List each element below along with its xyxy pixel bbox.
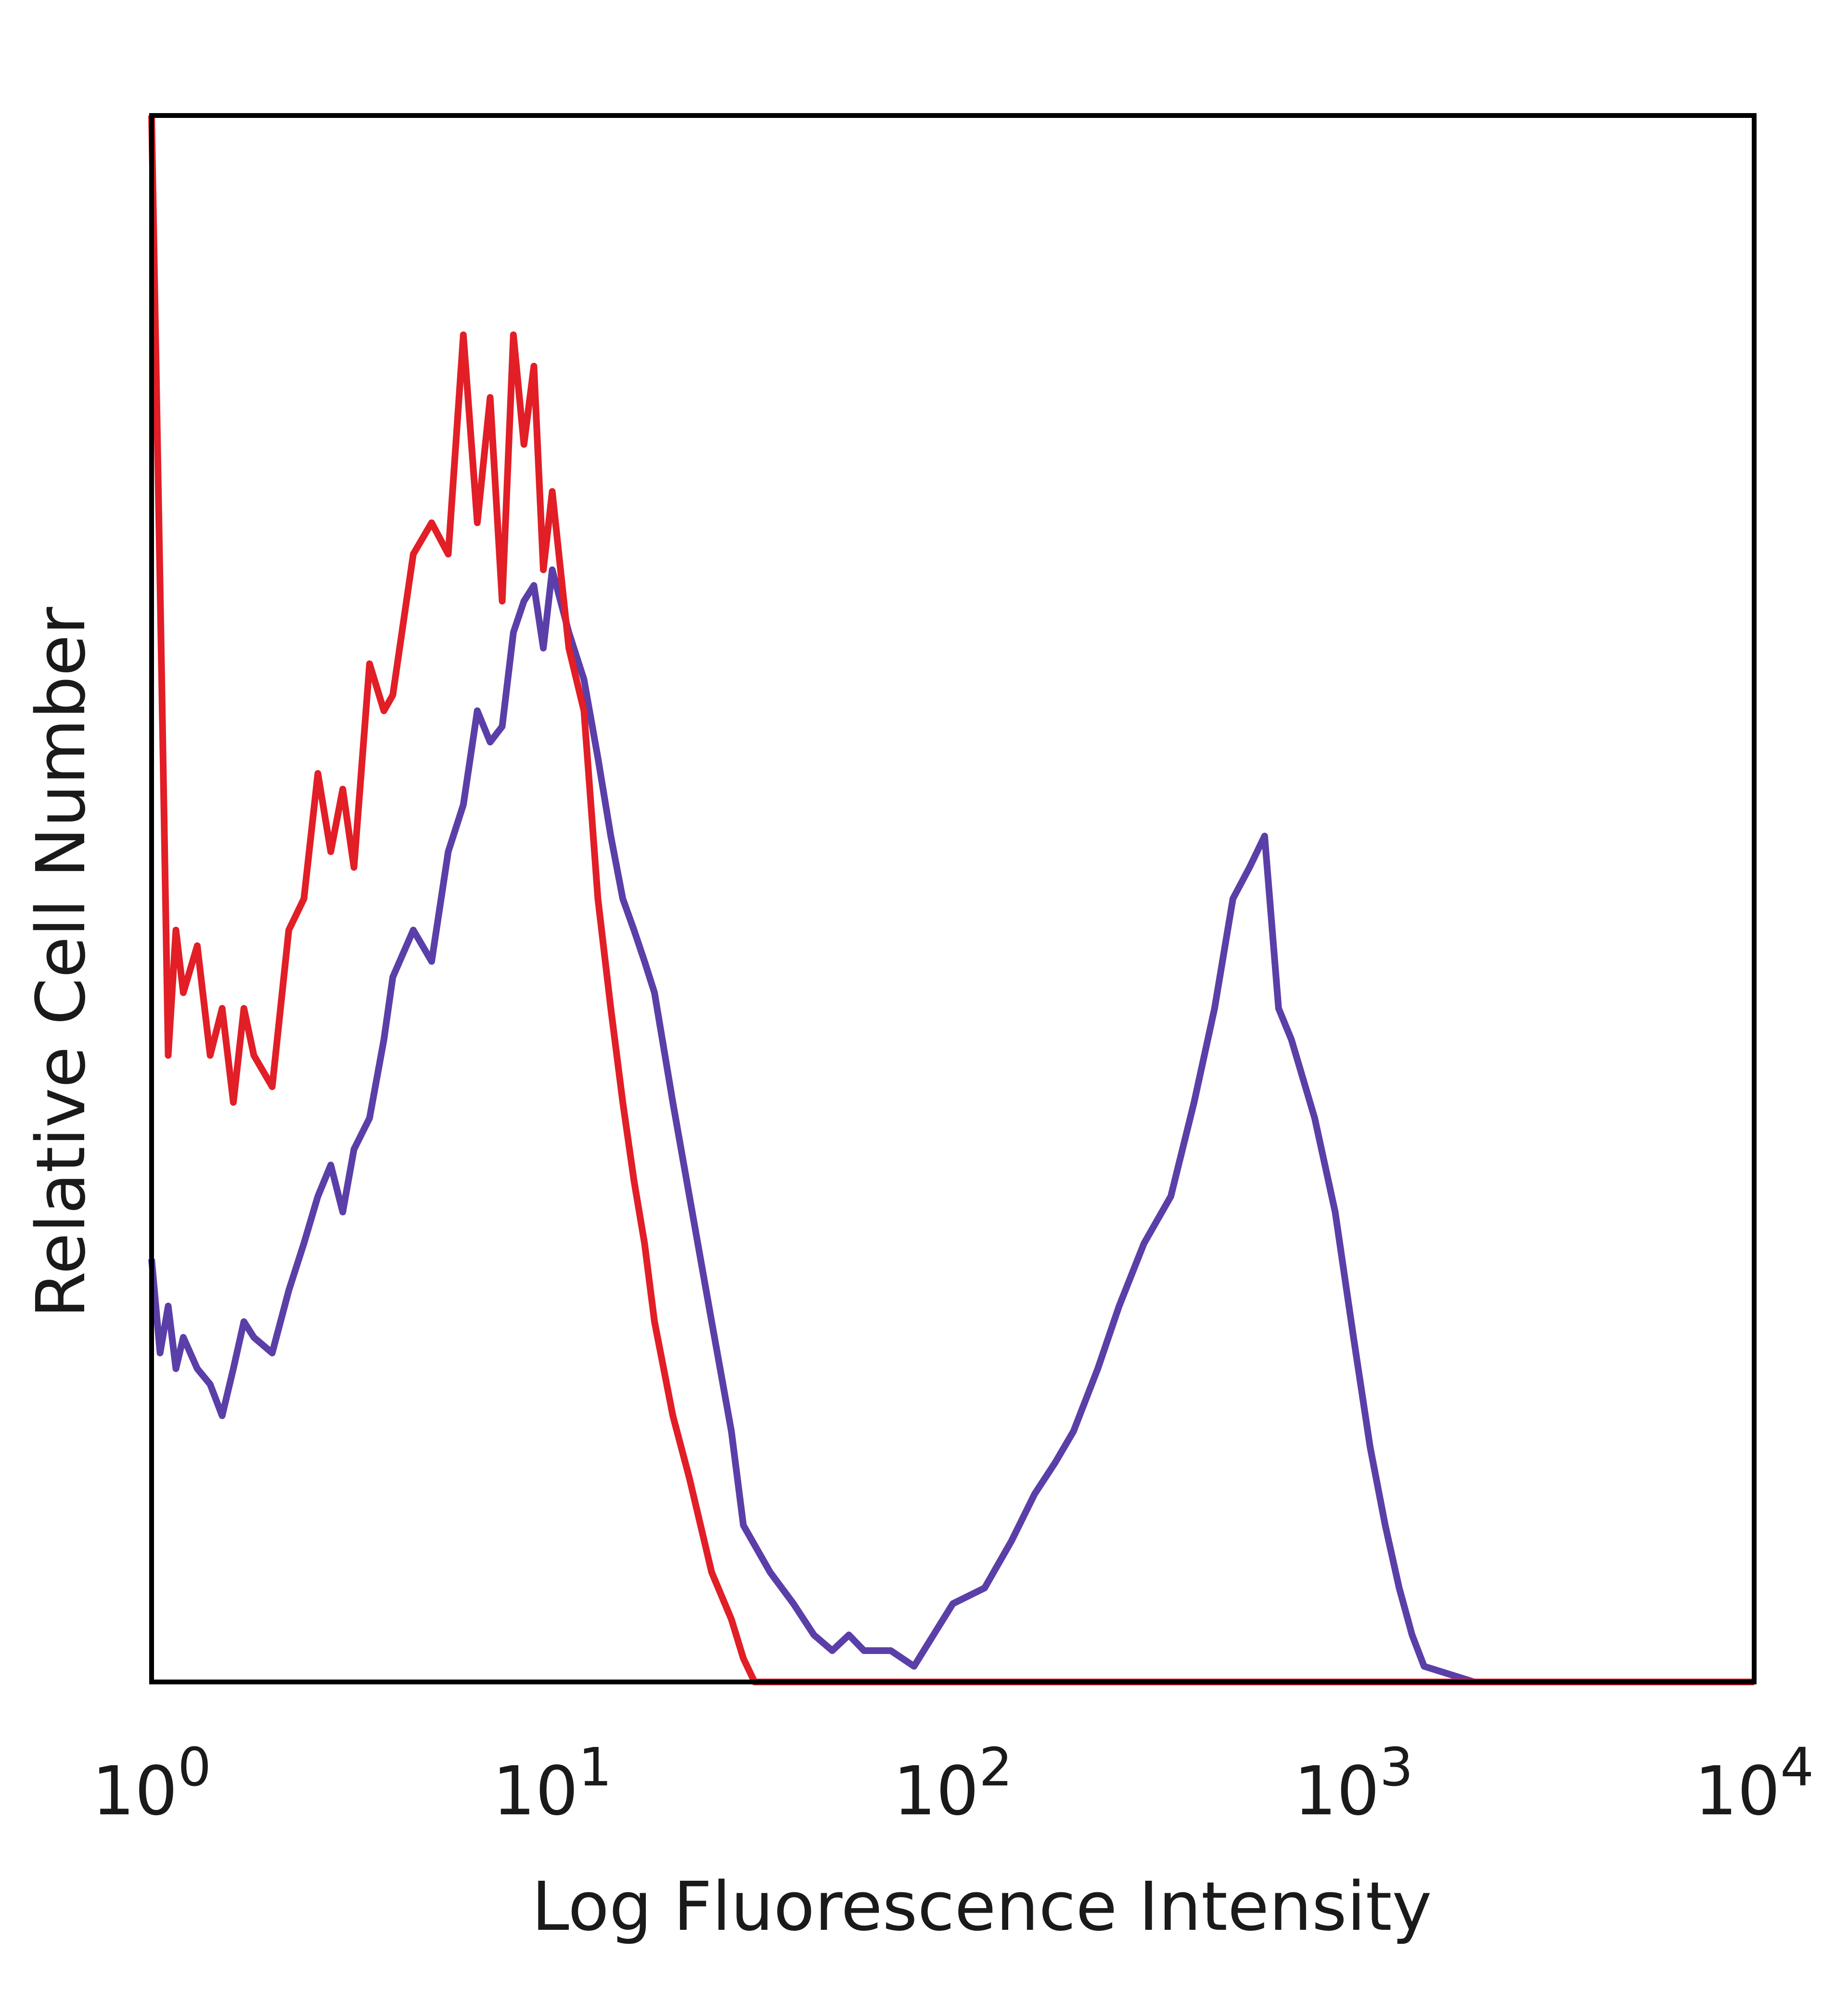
x-axis-label: Log Fluorescence Intensity xyxy=(532,1868,1432,1946)
x-tick-label: 104 xyxy=(1694,1736,1814,1831)
histogram-series-1 xyxy=(148,115,1754,1685)
x-tick-exponent: 2 xyxy=(979,1736,1013,1798)
x-tick-exponent: 0 xyxy=(178,1736,211,1798)
x-tick-base: 10 xyxy=(1294,1752,1379,1831)
histogram-series-2 xyxy=(148,566,1754,1685)
x-tick-base: 10 xyxy=(492,1752,578,1831)
y-axis-label: Relative Cell Number xyxy=(22,607,101,1318)
plot-frame xyxy=(149,113,1757,1684)
x-tick-exponent: 3 xyxy=(1380,1736,1413,1798)
x-tick-label: 103 xyxy=(1294,1736,1413,1831)
x-tick-base: 10 xyxy=(92,1752,178,1831)
x-tick-labels: 100 101 102 103 104 xyxy=(92,1736,1814,1831)
series-layer xyxy=(148,115,1754,1685)
x-tick-label: 101 xyxy=(492,1736,612,1831)
x-tick-label: 100 xyxy=(92,1736,211,1831)
x-tick-base: 10 xyxy=(893,1752,979,1831)
x-tick-base: 10 xyxy=(1694,1752,1780,1831)
x-tick-exponent: 1 xyxy=(578,1736,612,1798)
x-tick-exponent: 4 xyxy=(1780,1736,1814,1798)
x-tick-label: 102 xyxy=(893,1736,1013,1831)
